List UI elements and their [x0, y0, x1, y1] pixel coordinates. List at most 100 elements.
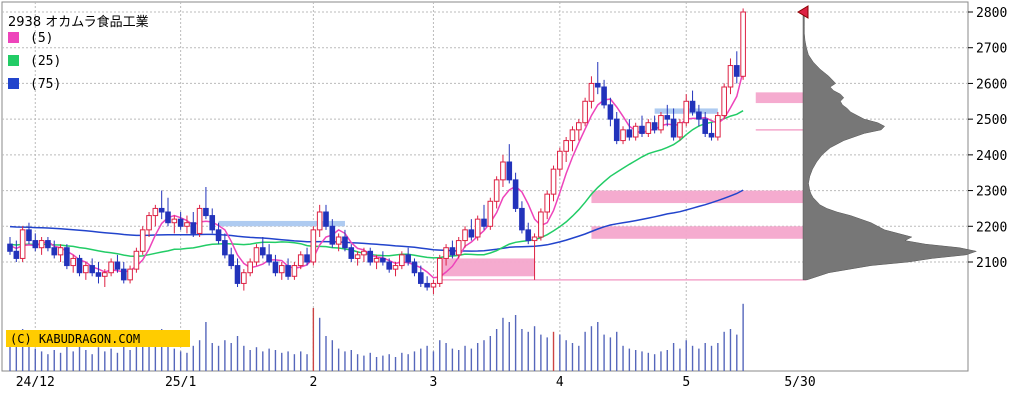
- candle-body: [297, 254, 304, 267]
- candle-body: [139, 229, 146, 252]
- candle-body: [670, 118, 677, 138]
- candle-body: [241, 272, 247, 284]
- candle-body: [557, 150, 563, 170]
- x-tick-label: 5/30: [784, 375, 815, 390]
- candle-body: [658, 115, 664, 131]
- volume-profile-shape: [802, 11, 978, 281]
- candle-body: [361, 250, 367, 256]
- candle-body: [601, 86, 607, 106]
- price-zone: [591, 190, 807, 204]
- candle-body: [734, 65, 740, 77]
- candle-body: [247, 261, 253, 274]
- candle-body: [443, 247, 449, 259]
- candle-body: [386, 261, 392, 270]
- candle-body: [576, 122, 582, 131]
- candle-body: [272, 261, 279, 274]
- candle-body: [569, 129, 576, 142]
- candle-body: [487, 200, 494, 227]
- candle-body: [13, 250, 20, 259]
- candle-body: [418, 272, 424, 284]
- candle-body: [215, 229, 222, 242]
- candle-body: [639, 125, 645, 134]
- y-tick-label: 2100: [976, 256, 1007, 271]
- price-zone: [439, 258, 535, 277]
- y-axis: 2100 2200 2300 2400 2500 2600 2700 2800: [968, 6, 1007, 271]
- candle-body: [651, 122, 658, 131]
- candle-body: [19, 229, 26, 259]
- candle-body: [405, 254, 411, 263]
- candle-body: [512, 179, 519, 209]
- candle-body: [455, 240, 462, 256]
- candle-body: [291, 265, 298, 277]
- candle-body: [696, 111, 702, 120]
- candle-body: [304, 254, 310, 263]
- candle-body: [89, 265, 95, 274]
- candle-body: [83, 265, 89, 274]
- price-zone: [218, 220, 345, 227]
- candle-body: [689, 100, 696, 113]
- candle-body: [721, 86, 727, 117]
- candle-body: [740, 11, 746, 77]
- legend-label: (5): [30, 31, 53, 46]
- legend: (5) (25) (75): [8, 31, 61, 92]
- x-tick-label: 2: [309, 375, 317, 390]
- candle-body: [7, 243, 13, 252]
- candle-body: [462, 229, 468, 242]
- candle-body: [399, 254, 405, 267]
- candle-body: [436, 257, 443, 284]
- candle-body: [165, 211, 171, 224]
- candle-body: [588, 82, 595, 102]
- legend-label: (75): [30, 77, 61, 92]
- candle-body: [329, 225, 336, 245]
- candle-body: [196, 207, 203, 234]
- candle-body: [620, 129, 626, 142]
- candle-body: [127, 268, 133, 281]
- candle-body: [316, 211, 323, 231]
- candle-body: [594, 82, 601, 88]
- candle-body: [664, 115, 671, 120]
- candle-body: [525, 229, 532, 242]
- candle-body: [57, 247, 64, 256]
- candle-body: [506, 161, 513, 181]
- legend-swatch: [8, 32, 19, 43]
- candle-body: [108, 261, 114, 274]
- candle-body: [184, 222, 190, 227]
- candle-body: [203, 207, 209, 217]
- candle-body: [146, 215, 152, 231]
- candle-body: [234, 265, 241, 284]
- candle-body: [32, 240, 39, 249]
- candle-body: [335, 236, 342, 245]
- price-zone: [755, 92, 807, 104]
- candle-body: [171, 218, 178, 224]
- volume-profile: [802, 11, 978, 281]
- chart-title: 2938 オカムラ食品工業: [8, 14, 149, 30]
- candle-body: [392, 265, 399, 270]
- candle-body: [342, 236, 348, 249]
- x-tick-label: 4: [556, 375, 564, 390]
- candle-body: [222, 240, 228, 256]
- candle-body: [51, 247, 58, 256]
- candle-body: [310, 229, 317, 263]
- candle-body: [367, 250, 374, 263]
- y-tick-label: 2800: [976, 6, 1007, 21]
- candle-body: [481, 218, 487, 227]
- candle-body: [582, 100, 588, 124]
- candle-body: [468, 229, 475, 238]
- candle-body: [253, 247, 260, 263]
- x-tick-label: 25/1: [165, 375, 196, 390]
- candle-body: [677, 122, 683, 138]
- y-tick-label: 2600: [976, 77, 1007, 92]
- candle-body: [190, 222, 197, 234]
- candle-body: [373, 257, 380, 263]
- support-resistance-zones: [218, 92, 807, 281]
- candle-body: [715, 115, 721, 138]
- y-tick-label: 2200: [976, 220, 1007, 235]
- candle-body: [64, 247, 70, 267]
- candle-body: [424, 282, 430, 288]
- candle-body: [70, 257, 77, 267]
- candle-body: [702, 118, 709, 134]
- candle-body: [133, 250, 140, 270]
- candle-body: [354, 254, 361, 259]
- credit-text: (C) KABUDRAGON.COM: [10, 332, 140, 346]
